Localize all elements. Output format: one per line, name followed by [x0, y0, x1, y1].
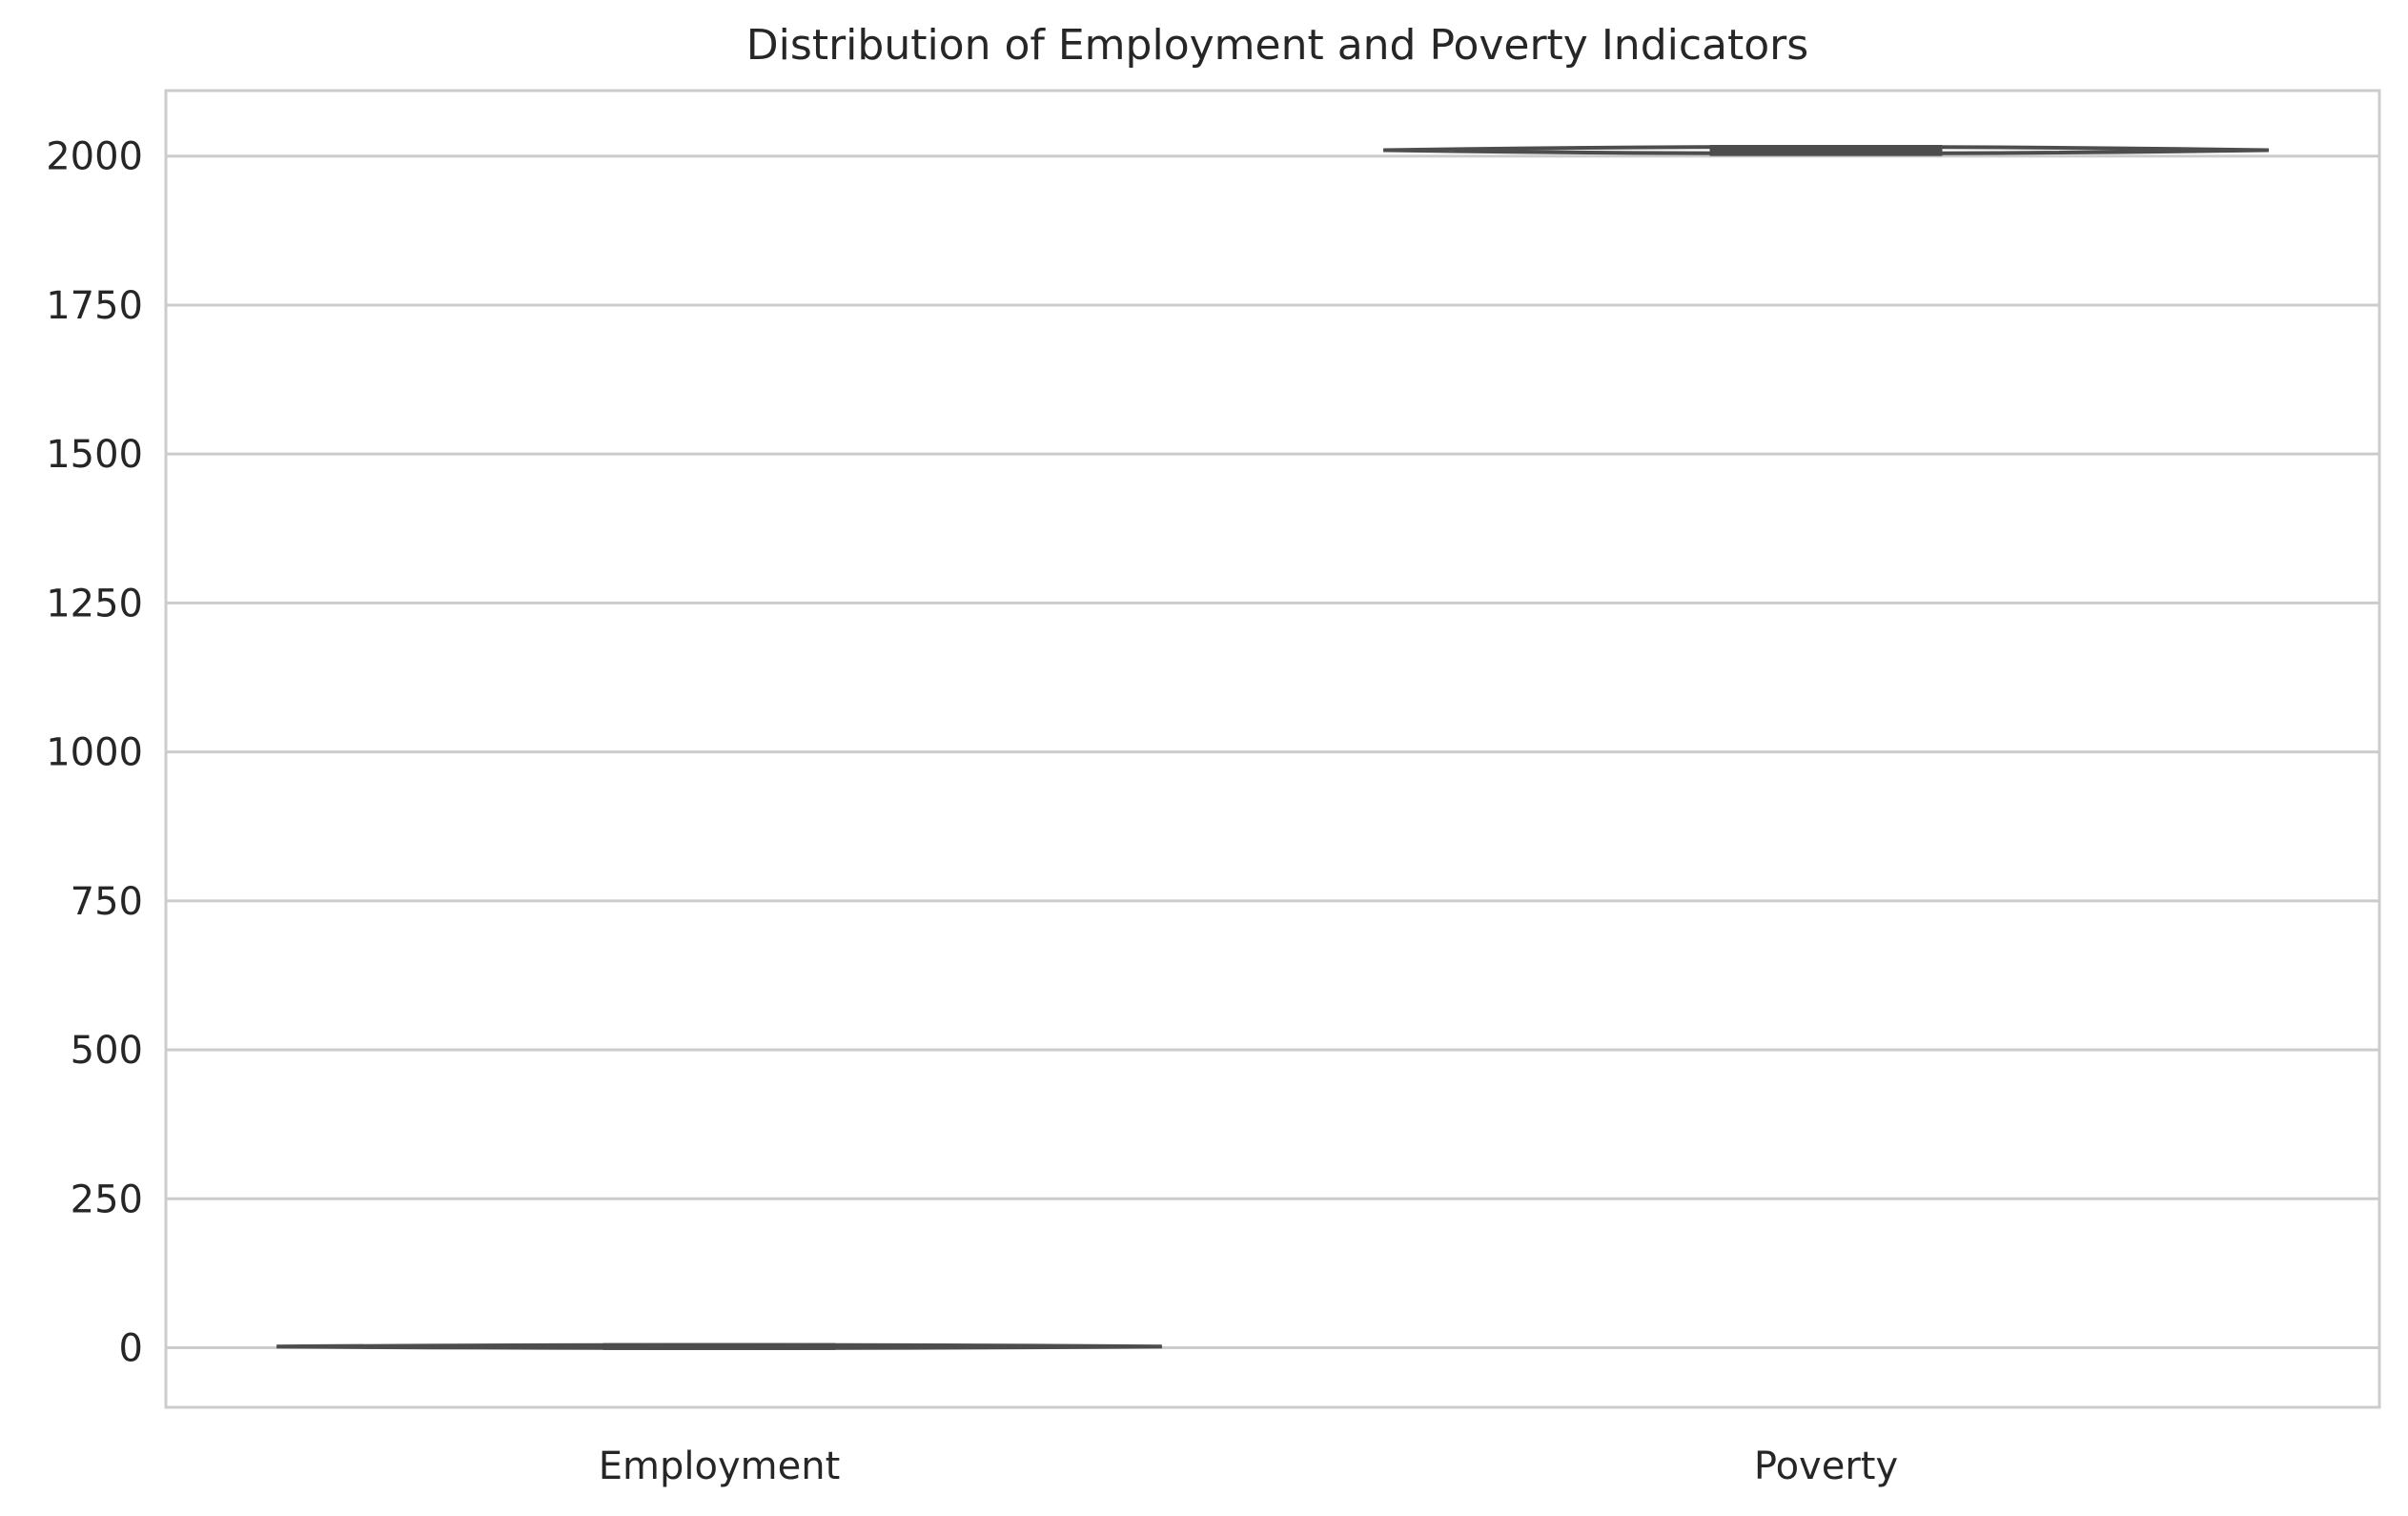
plot-frame-rect — [164, 89, 2381, 1409]
y-tick-label: 2000 — [46, 135, 143, 179]
y-tick-label: 1500 — [46, 433, 143, 477]
violin-employment — [276, 1342, 1162, 1350]
chart-title: Distribution of Employment and Poverty I… — [746, 21, 1808, 70]
y-tick-label: 750 — [71, 880, 143, 924]
x-tick-labels: Employment Poverty — [599, 1444, 1898, 1488]
y-tick-labels: 0 250 500 750 1000 1250 1500 1750 2000 — [46, 135, 143, 1371]
grid-layer — [166, 154, 2379, 1350]
x-tick-label: Poverty — [1754, 1444, 1898, 1488]
y-tick-label: 1250 — [46, 582, 143, 625]
x-tick-label: Employment — [599, 1444, 841, 1488]
violin-poverty — [1383, 144, 2269, 156]
y-tick-label: 1000 — [46, 731, 143, 775]
y-tick-label: 1750 — [46, 284, 143, 328]
violin-marks — [276, 144, 2269, 1350]
y-tick-label: 0 — [119, 1327, 143, 1371]
y-tick-label: 500 — [71, 1029, 143, 1073]
plot-frame — [164, 89, 2381, 1409]
y-tick-label: 250 — [71, 1178, 143, 1221]
